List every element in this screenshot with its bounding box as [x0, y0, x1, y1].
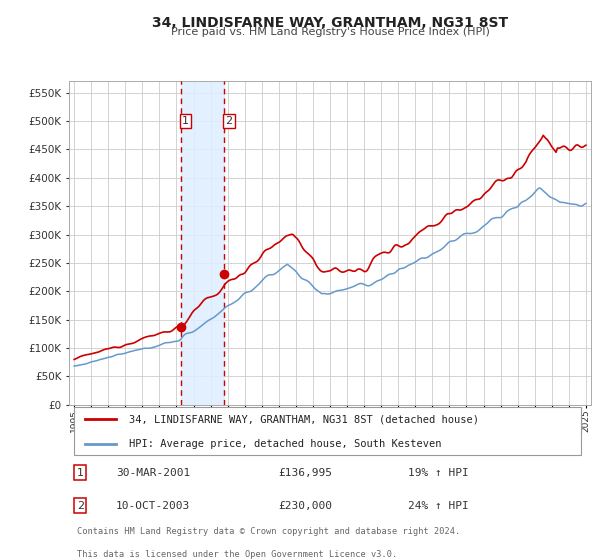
Text: £230,000: £230,000	[278, 501, 332, 511]
FancyBboxPatch shape	[74, 407, 581, 455]
Bar	[181, 81, 224, 405]
Text: 34, LINDISFARNE WAY, GRANTHAM, NG31 8ST (detached house): 34, LINDISFARNE WAY, GRANTHAM, NG31 8ST …	[129, 414, 479, 424]
Text: £136,995: £136,995	[278, 468, 332, 478]
Text: 1: 1	[182, 116, 189, 126]
Text: 19% ↑ HPI: 19% ↑ HPI	[409, 468, 469, 478]
Text: HPI: Average price, detached house, South Kesteven: HPI: Average price, detached house, Sout…	[129, 439, 442, 449]
Text: 10-OCT-2003: 10-OCT-2003	[116, 501, 190, 511]
Text: 24% ↑ HPI: 24% ↑ HPI	[409, 501, 469, 511]
Text: 34, LINDISFARNE WAY, GRANTHAM, NG31 8ST: 34, LINDISFARNE WAY, GRANTHAM, NG31 8ST	[152, 16, 508, 30]
Text: Contains HM Land Registry data © Crown copyright and database right 2024.: Contains HM Land Registry data © Crown c…	[77, 527, 460, 536]
Text: 2: 2	[225, 116, 232, 126]
Text: 30-MAR-2001: 30-MAR-2001	[116, 468, 190, 478]
Text: 2: 2	[77, 501, 84, 511]
Text: 1: 1	[77, 468, 84, 478]
Text: Price paid vs. HM Land Registry's House Price Index (HPI): Price paid vs. HM Land Registry's House …	[170, 27, 490, 37]
Text: This data is licensed under the Open Government Licence v3.0.: This data is licensed under the Open Gov…	[77, 549, 397, 558]
